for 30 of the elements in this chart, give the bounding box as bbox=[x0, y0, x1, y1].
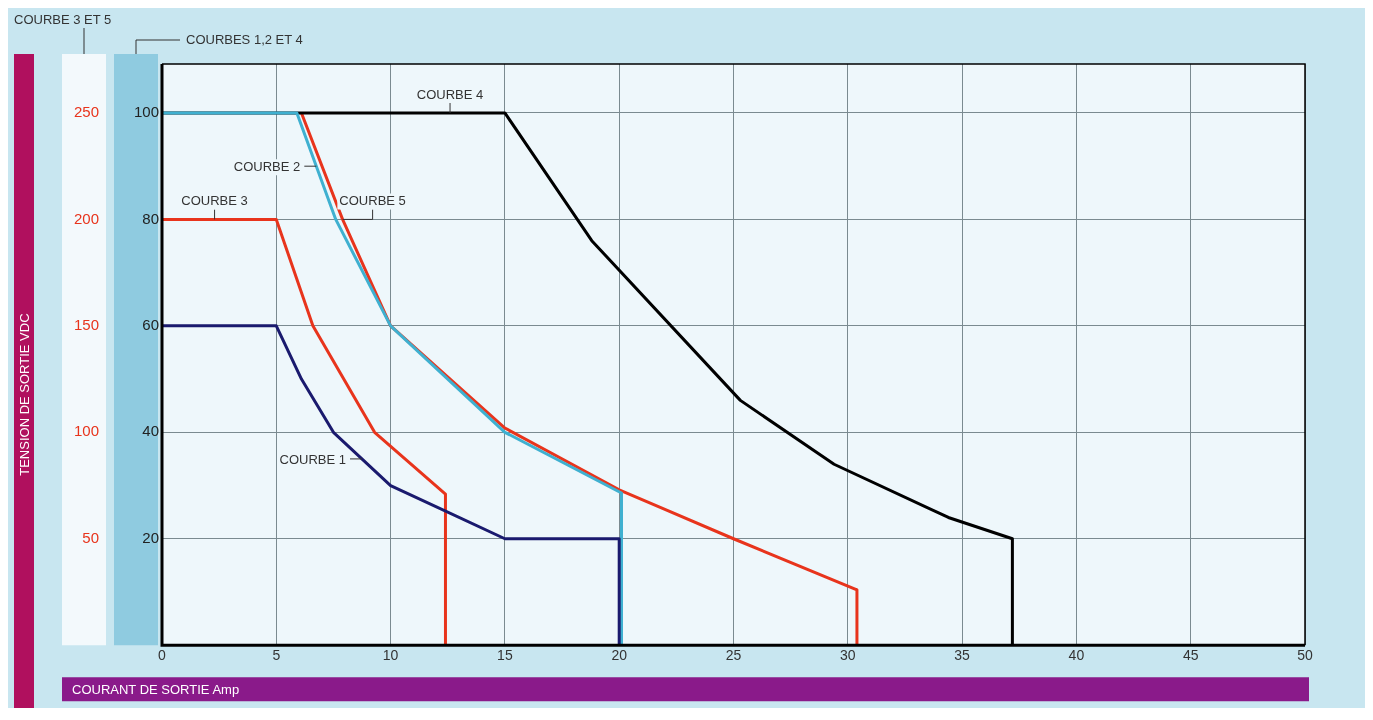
annotation: COURBE 5 bbox=[339, 193, 406, 209]
y2-tick-label: 150 bbox=[73, 316, 99, 333]
text: COURBES 1,2 ET 4 bbox=[186, 32, 303, 47]
x-axis-title: COURANT DE SORTIE Amp bbox=[72, 682, 240, 698]
annotation: COURBE 4 bbox=[416, 86, 484, 102]
x-tick-label: 30 bbox=[840, 647, 856, 664]
annotation: COURBE 3 bbox=[181, 193, 248, 209]
x-tick-label: 45 bbox=[1182, 647, 1199, 664]
y2-tick-label: 200 bbox=[73, 209, 99, 227]
y2-tick-label: 50 bbox=[82, 528, 99, 546]
y-tick-label: 60 bbox=[142, 316, 159, 333]
x-tick-label: 5 bbox=[272, 647, 281, 664]
x-tick-label: 10 bbox=[382, 647, 399, 664]
y2-tick-label: 250 bbox=[73, 103, 99, 121]
x-tick-label: 15 bbox=[497, 647, 513, 664]
annotation: COURBE 2 bbox=[233, 159, 301, 175]
text: COURBE 3 ET 5 bbox=[14, 12, 112, 27]
y-tick-label: 20 bbox=[142, 528, 159, 546]
y-tick-label: 40 bbox=[142, 422, 159, 440]
x-tick-label: 25 bbox=[725, 647, 742, 664]
y-tick-label: 100 bbox=[133, 103, 159, 121]
x-tick-label: 50 bbox=[1297, 647, 1313, 664]
y2-axis-title: TENSION DE SORTIE VDC bbox=[17, 313, 32, 476]
x-tick-label: 20 bbox=[611, 647, 628, 664]
annotation: COURBE 1 bbox=[279, 451, 347, 467]
y-tick-label: 80 bbox=[142, 209, 159, 227]
x-tick-label: 40 bbox=[1068, 647, 1085, 664]
y2-tick-label: 100 bbox=[73, 422, 99, 440]
x-tick-label: 0 bbox=[158, 647, 167, 664]
x-tick-label: 35 bbox=[954, 647, 971, 664]
